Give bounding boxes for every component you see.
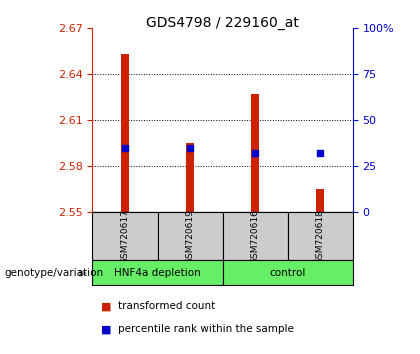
Bar <box>251 94 260 212</box>
Text: HNF4a depletion: HNF4a depletion <box>114 268 201 278</box>
Text: ■: ■ <box>101 324 111 334</box>
Bar <box>92 212 158 260</box>
Text: GSM720618: GSM720618 <box>316 209 325 264</box>
Text: GDS4798 / 229160_at: GDS4798 / 229160_at <box>146 16 299 30</box>
Text: GSM720617: GSM720617 <box>121 209 129 264</box>
Text: ■: ■ <box>101 301 111 311</box>
Bar <box>158 212 223 260</box>
Bar <box>223 260 353 285</box>
Bar <box>316 189 325 212</box>
Text: genotype/variation: genotype/variation <box>4 268 103 278</box>
Bar <box>121 55 129 212</box>
Text: GSM720619: GSM720619 <box>186 209 194 264</box>
Bar <box>92 260 223 285</box>
Text: percentile rank within the sample: percentile rank within the sample <box>118 324 294 334</box>
Bar <box>186 143 194 212</box>
Text: transformed count: transformed count <box>118 301 215 311</box>
Text: control: control <box>270 268 306 278</box>
Bar <box>288 212 353 260</box>
Bar <box>223 212 288 260</box>
Text: GSM720616: GSM720616 <box>251 209 260 264</box>
